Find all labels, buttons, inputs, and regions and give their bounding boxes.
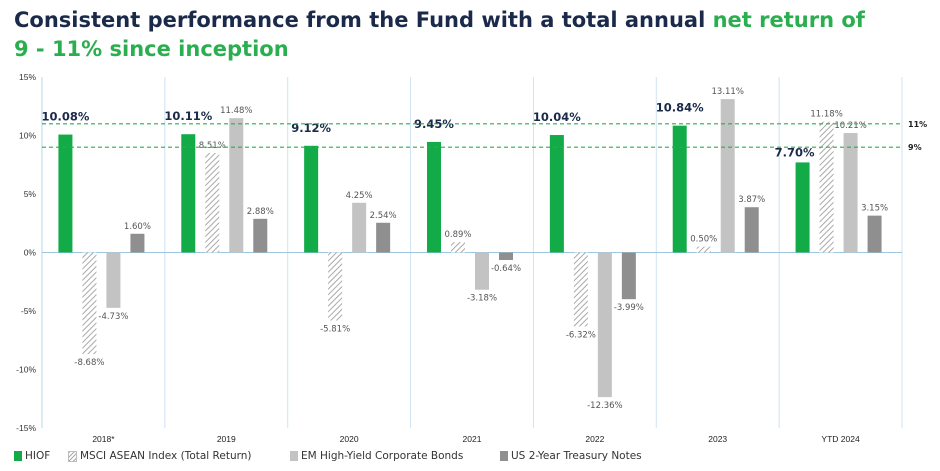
legend-label-us: US 2-Year Treasury Notes xyxy=(511,450,642,462)
bar-em xyxy=(352,202,367,253)
bar-us xyxy=(744,207,759,253)
chart-legend: HIOF MSCI ASEAN Index (Total Return) EM … xyxy=(14,450,914,466)
bar-em xyxy=(106,252,121,308)
bar-msci xyxy=(819,121,834,253)
bar-em xyxy=(229,118,244,253)
data-label: -5.81% xyxy=(320,324,350,334)
legend-item-msci: MSCI ASEAN Index (Total Return) xyxy=(68,450,252,462)
data-label: -6.32% xyxy=(566,330,596,340)
data-label: -3.18% xyxy=(467,294,497,304)
bar-hiof xyxy=(58,134,73,253)
data-label: 10.11% xyxy=(164,109,212,123)
bar-hiof xyxy=(304,145,319,253)
data-label: 10.21% xyxy=(834,121,866,131)
data-label: 10.04% xyxy=(533,110,581,124)
bar-us xyxy=(621,252,636,300)
legend-swatch-us xyxy=(500,451,508,461)
bar-us xyxy=(253,218,268,253)
data-label: 10.08% xyxy=(41,110,89,124)
bar-us xyxy=(130,233,145,253)
bar-em xyxy=(843,133,858,253)
bar-us xyxy=(867,215,882,253)
bar-msci xyxy=(82,252,97,355)
data-label: 0.89% xyxy=(444,230,471,240)
bar-em xyxy=(475,252,489,290)
data-label: 11.48% xyxy=(220,106,252,116)
data-label: 0.50% xyxy=(690,235,717,245)
data-label: 7.70% xyxy=(775,145,815,159)
data-label: 2.88% xyxy=(247,207,274,217)
data-label: -0.64% xyxy=(491,264,521,274)
bar-em xyxy=(597,252,612,398)
title-highlight-line2: 9 - 11% since inception xyxy=(14,37,289,61)
legend-swatch-msci xyxy=(68,450,77,462)
y-tick-label: 0% xyxy=(24,248,37,258)
bar-hiof xyxy=(181,134,196,253)
bar-hiof xyxy=(427,141,441,253)
y-tick-label: -10% xyxy=(16,365,36,375)
x-tick-label: 2023 xyxy=(708,434,727,444)
legend-swatch-hiof xyxy=(14,451,22,461)
bar-msci xyxy=(328,252,343,321)
bar-msci xyxy=(573,252,588,327)
legend-item-em: EM High-Yield Corporate Bonds xyxy=(290,450,463,462)
data-label: -3.99% xyxy=(614,303,644,313)
chart-title: Consistent performance from the Fund wit… xyxy=(14,6,914,64)
legend-item-hiof: HIOF xyxy=(14,450,50,462)
data-label: -8.68% xyxy=(74,358,104,368)
legend-swatch-em xyxy=(290,451,298,461)
title-highlight: net return of xyxy=(712,8,865,32)
data-label: 8.51% xyxy=(199,141,226,151)
data-label: 1.60% xyxy=(124,222,151,232)
y-tick-label: 10% xyxy=(19,131,36,141)
x-tick-label: 2020 xyxy=(340,434,359,444)
legend-label-msci: MSCI ASEAN Index (Total Return) xyxy=(80,450,252,462)
data-label: 9.12% xyxy=(291,121,331,135)
legend-label-hiof: HIOF xyxy=(25,450,51,462)
bar-hiof xyxy=(672,125,687,253)
legend-label-em: EM High-Yield Corporate Bonds xyxy=(301,450,464,462)
bar-em xyxy=(720,99,735,253)
data-label: 3.15% xyxy=(861,204,888,214)
y-tick-label: -15% xyxy=(16,423,36,433)
reference-line-label: 11% xyxy=(908,120,927,129)
data-label: 3.87% xyxy=(738,195,765,205)
y-tick-label: 5% xyxy=(24,189,37,199)
data-label: 11.18% xyxy=(810,110,842,120)
data-label: 13.11% xyxy=(712,87,744,97)
legend-item-us: US 2-Year Treasury Notes xyxy=(500,450,642,462)
bar-us xyxy=(499,252,513,260)
x-tick-label: 2021 xyxy=(463,434,482,444)
x-tick-label: 2018* xyxy=(92,434,115,444)
bar-hiof xyxy=(795,162,810,253)
title-text: Consistent performance from the Fund wit… xyxy=(14,8,713,32)
bar-msci xyxy=(451,242,465,253)
y-tick-label: 15% xyxy=(19,72,36,82)
data-label: 10.84% xyxy=(656,101,704,115)
x-tick-label: 2019 xyxy=(217,434,236,444)
x-tick-label: YTD 2024 xyxy=(821,434,860,444)
bar-msci xyxy=(696,246,711,253)
reference-line-label: 9% xyxy=(908,143,922,152)
bar-chart: 15%10%5%0%-5%-10%-15%10.08% 10.11%9.12% 9.… xyxy=(16,72,927,444)
x-tick-label: 2022 xyxy=(585,434,604,444)
bar-hiof xyxy=(549,135,564,253)
bar-us xyxy=(376,222,391,253)
data-label: 4.25% xyxy=(346,191,373,201)
y-tick-label: -5% xyxy=(21,306,37,316)
bar-msci xyxy=(205,152,220,253)
data-label: -12.36% xyxy=(587,401,622,411)
data-label: -4.73% xyxy=(98,312,128,322)
data-label: 2.54% xyxy=(370,211,397,221)
